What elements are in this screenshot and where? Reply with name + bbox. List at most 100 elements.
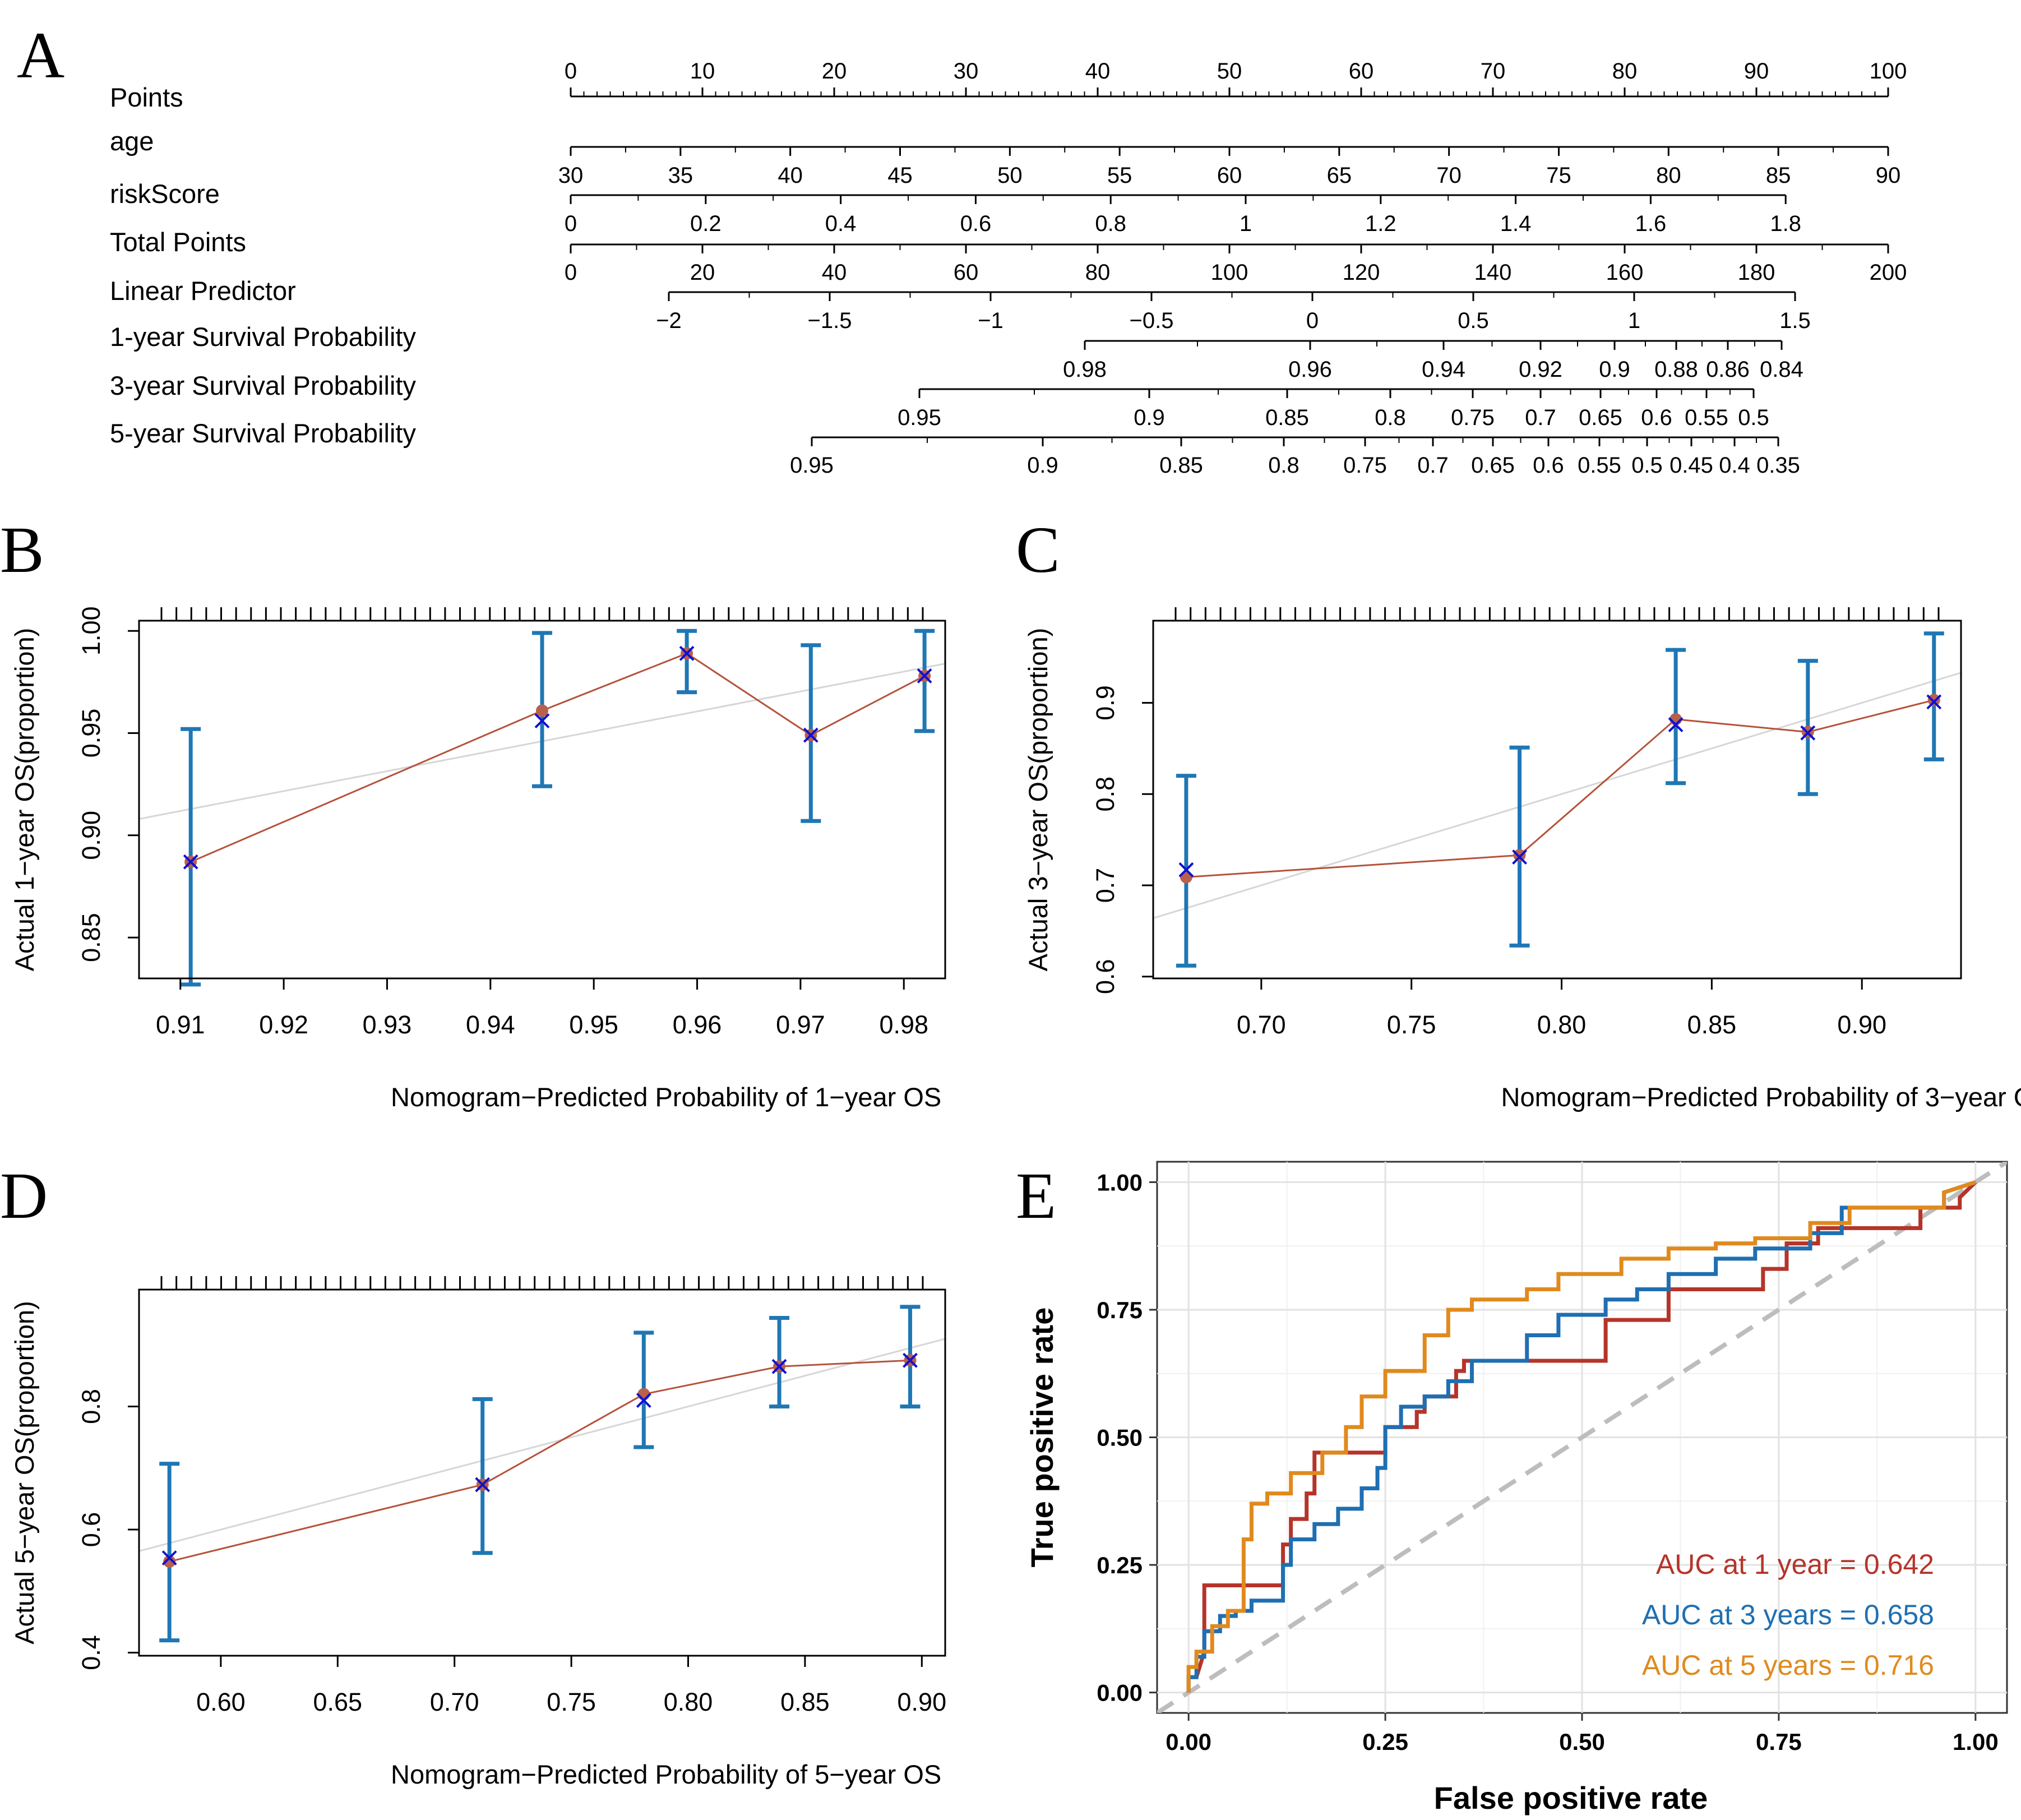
- roc-x-tick-label: 0.25: [1362, 1729, 1408, 1755]
- x-tick-label: 0.85: [1687, 1010, 1737, 1039]
- nomogram-tick-label: 30: [558, 163, 584, 188]
- nomogram-tick-label: 0.9: [1599, 357, 1630, 382]
- observed-point: [536, 704, 548, 717]
- panel-letter-a: A: [17, 19, 64, 92]
- nomogram-tick-label: 0.55: [1578, 453, 1621, 478]
- x-tick-label: 0.92: [259, 1010, 308, 1039]
- nomogram-tick-label: −0.5: [1130, 308, 1174, 333]
- nomogram-row-label: 3-year Survival Probability: [110, 371, 416, 400]
- panel-letter-b: B: [0, 513, 44, 586]
- nomogram-tick-label: 0.9: [1027, 453, 1058, 478]
- nomogram-tick-label: 1: [1240, 211, 1252, 236]
- nomogram-tick-label: 40: [1085, 59, 1111, 84]
- nomogram-tick-label: 0.92: [1519, 357, 1562, 382]
- nomogram-tick-label: 100: [1211, 260, 1248, 285]
- plot-frame: [1152, 620, 1962, 980]
- ideal-reference-line: [1153, 672, 1961, 920]
- observed-calibration-line: [1186, 699, 1935, 878]
- nomogram-tick-label: 200: [1870, 260, 1907, 285]
- nomogram-tick-label: 1.6: [1635, 211, 1667, 236]
- y-axis-title: Actual 1−year OS(proportion): [10, 628, 39, 972]
- y-axis-title: Actual 5−year OS(proportion): [10, 1301, 39, 1645]
- nomogram-row-label: 1-year Survival Probability: [110, 322, 416, 352]
- nomogram-tick-label: 60: [954, 260, 979, 285]
- bias-corrected-mark: [679, 645, 695, 661]
- nomogram-tick-label: 0.9: [1134, 405, 1165, 430]
- bias-corrected-mark: [183, 854, 198, 870]
- x-tick-label: 0.80: [664, 1688, 713, 1716]
- nomogram-tick-label: 100: [1870, 59, 1907, 84]
- rug-ticks: [160, 607, 924, 621]
- nomogram-tick-label: 0.5: [1458, 308, 1489, 333]
- ideal-reference-line: [139, 1338, 945, 1552]
- nomogram-row-label: Linear Predictor: [110, 276, 296, 306]
- nomogram-tick-label: 90: [1744, 59, 1769, 84]
- x-tick-label: 0.80: [1537, 1010, 1587, 1039]
- nomogram-tick-label: 0.84: [1760, 357, 1803, 382]
- y-tick-label: 0.95: [77, 709, 105, 758]
- x-axis-title: Nomogram−Predicted Probability of 1−year…: [391, 1082, 941, 1112]
- x-tick-label: 0.75: [1387, 1010, 1436, 1039]
- observed-calibration-line: [169, 1359, 910, 1563]
- bias-corrected-mark: [803, 727, 818, 743]
- bias-corrected-mark: [917, 668, 932, 683]
- nomogram-tick-label: 0.7: [1525, 405, 1556, 430]
- plot-frame: [138, 1288, 946, 1657]
- panel-letter-e: E: [1016, 1159, 1056, 1232]
- nomogram-row: 5-year Survival Probability 0.95 0.9 0.85 0.…: [110, 418, 1800, 478]
- nomogram-tick-label: 0.6: [960, 211, 992, 236]
- roc-y-tick-label: 0.25: [1097, 1552, 1143, 1578]
- nomogram-row: riskScore 0 0.2 0.4 0.6 0.8 1 1.2 1.4 1.6 1.8: [110, 179, 1801, 236]
- y-tick-label: 0.8: [1091, 777, 1120, 812]
- roc-x-tick-label: 0.00: [1166, 1729, 1211, 1755]
- panel-e-roc: E 0.00 0.25 0.50 0.75 1.00 0.00 0.25 0.50 0.75 1.…: [1016, 1159, 2008, 1816]
- nomogram-tick-label: 0.94: [1422, 357, 1465, 382]
- nomogram-tick-label: −1: [978, 308, 1003, 333]
- nomogram-tick-label: 20: [690, 260, 715, 285]
- nomogram-tick-label: 0.88: [1654, 357, 1698, 382]
- y-tick-label: 0.85: [77, 913, 105, 962]
- nomogram-tick-label: 180: [1738, 260, 1775, 285]
- bias-corrected-mark: [636, 1393, 651, 1408]
- roc-grid: [1157, 1162, 2007, 1713]
- nomogram-tick-label: 80: [1612, 59, 1638, 84]
- panel-letter-c: C: [1016, 513, 1060, 586]
- bias-corrected-mark: [771, 1359, 787, 1374]
- nomogram-tick-label: 1.4: [1500, 211, 1532, 236]
- roc-x-axis-title: False positive rate: [1434, 1780, 1708, 1816]
- roc-curve: [1186, 1180, 1976, 1693]
- y-tick-label: 0.4: [77, 1635, 105, 1670]
- nomogram-tick-label: 40: [778, 163, 803, 188]
- x-tick-label: 0.93: [363, 1010, 412, 1039]
- x-tick-label: 0.97: [776, 1010, 825, 1039]
- bias-corrected-mark: [161, 1550, 177, 1565]
- roc-legend-entry: AUC at 5 years = 0.716: [1642, 1650, 1934, 1681]
- nomogram-tick-label: 75: [1546, 163, 1571, 188]
- nomogram-tick-label: 45: [887, 163, 913, 188]
- roc-y-tick-label: 0.00: [1097, 1680, 1143, 1706]
- nomogram-tick-label: 35: [668, 163, 693, 188]
- x-tick-label: 0.85: [780, 1688, 830, 1716]
- y-tick-label: 1.00: [77, 606, 105, 655]
- nomogram-tick-label: 0: [565, 211, 577, 236]
- nomogram-tick-label: 0.2: [690, 211, 722, 236]
- nomogram-tick-label: 120: [1343, 260, 1380, 285]
- nomogram-tick-label: 80: [1656, 163, 1681, 188]
- bias-corrected-mark: [534, 713, 550, 729]
- x-axis-title: Nomogram−Predicted Probability of 3−year…: [1501, 1082, 2021, 1112]
- nomogram-tick-label: −2: [656, 308, 682, 333]
- nomogram-row-label: Points: [110, 82, 183, 112]
- nomogram-tick-label: 0.8: [1095, 211, 1126, 236]
- x-tick-label: 0.96: [673, 1010, 722, 1039]
- x-tick-label: 0.95: [569, 1010, 618, 1039]
- observed-point: [1927, 694, 1940, 706]
- nomogram-tick-label: 0.5: [1738, 405, 1769, 430]
- nomogram-tick-label: 0.6: [1641, 405, 1672, 430]
- roc-x-tick-label: 1.00: [1953, 1729, 1999, 1755]
- panel-b-calibration-1yr: B 0.91 0.92 0.93 0.94 0.95 0.96 0.97 0.98 0.85 0.…: [0, 513, 946, 1112]
- observed-point: [163, 1555, 176, 1568]
- nomogram-tick-label: 0.95: [898, 405, 941, 430]
- nomogram-row: Total Points 0 20 40 60 80 100 120 140 160 180 200: [110, 227, 1907, 285]
- nomogram-tick-label: 1.5: [1779, 308, 1811, 333]
